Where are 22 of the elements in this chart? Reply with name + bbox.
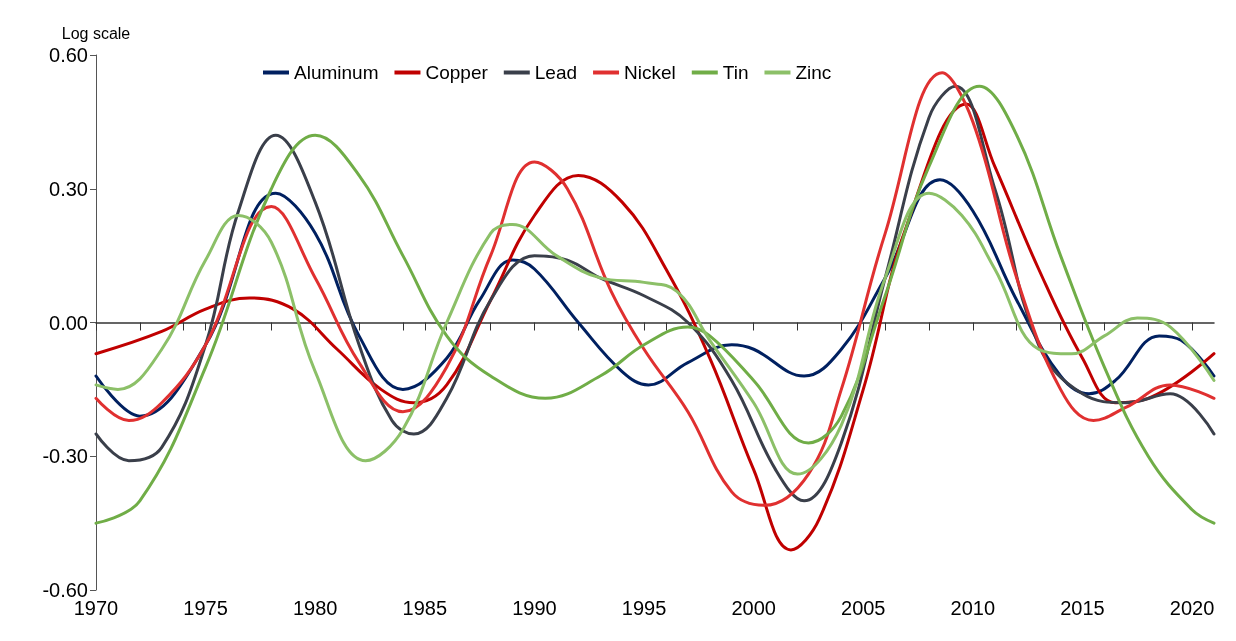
x-tick-label: 1975 (183, 597, 228, 619)
y-tick-label: 0.30 (49, 177, 88, 200)
x-tick-label: 1990 (512, 597, 557, 619)
legend-label: Zinc (795, 62, 832, 83)
x-tick-label: 2010 (950, 597, 996, 619)
x-tick-label: 1995 (621, 597, 667, 619)
line-series (94, 191, 1216, 476)
y-axis-title: Log scale (61, 24, 131, 42)
x-tick-label: 2005 (841, 597, 886, 619)
legend-label: Aluminum (294, 62, 379, 83)
x-tick-label: 2000 (731, 597, 776, 619)
legend-label: Tin (722, 62, 749, 83)
y-tick-label: 0.00 (49, 311, 88, 334)
x-tick-label: 1980 (292, 597, 338, 619)
x-tick-label: 1985 (402, 597, 448, 619)
x-tick-label: 2015 (1060, 597, 1105, 619)
x-tick-label: 2020 (1169, 597, 1215, 619)
legend-label: Nickel (624, 62, 676, 83)
legend-label: Lead (534, 62, 578, 83)
legend-label: Copper (425, 62, 489, 83)
y-tick-label: -0.30 (42, 445, 88, 468)
y-tick-label: 0.60 (49, 44, 88, 66)
